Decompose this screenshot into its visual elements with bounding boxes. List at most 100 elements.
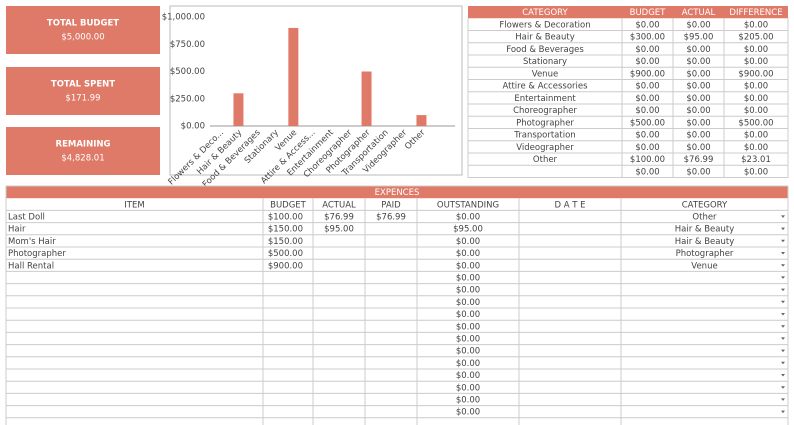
expense-cell: $0.00 <box>456 408 480 418</box>
expenses-title-bar <box>6 186 788 199</box>
summary-value: $171.99 <box>65 94 100 104</box>
category-cell-amount: $23.01 <box>741 155 771 165</box>
expense-cell: Photographer <box>8 249 66 259</box>
dropdown-arrow[interactable] <box>781 361 785 365</box>
expense-cell: Hair & Beauty <box>675 237 735 247</box>
category-cell-amount: $0.00 <box>686 106 710 116</box>
dropdown-arrow[interactable] <box>781 410 785 414</box>
expense-cell: $0.00 <box>456 359 480 369</box>
category-cell-amount: $500.00 <box>630 118 665 128</box>
y-tick-label: $250.00 <box>170 94 205 104</box>
dropdown-arrow[interactable] <box>781 398 785 401</box>
y-tick-label: $1,000.00 <box>162 13 205 23</box>
category-cell-amount: $205.00 <box>738 33 773 43</box>
expense-cell: Hair <box>8 225 26 235</box>
expenses-column-header: OUTSTANDING <box>437 200 499 210</box>
expense-cell: $0.00 <box>456 261 480 271</box>
dropdown-arrow[interactable] <box>781 337 785 340</box>
expenses-column-header: PAID <box>381 200 401 210</box>
category-cell-amount: $0.00 <box>744 45 768 55</box>
expense-cell: $0.00 <box>456 286 480 296</box>
expense-cell: $0.00 <box>456 249 480 259</box>
expense-cell: $95.00 <box>324 225 354 235</box>
summary-label: TOTAL SPENT <box>51 80 115 90</box>
bar <box>416 115 427 126</box>
expense-cell: $0.00 <box>456 274 480 284</box>
category-cell-amount: $0.00 <box>744 94 768 104</box>
category-cell-amount: $0.00 <box>686 57 710 67</box>
category-cell-name: Choreographer <box>513 106 577 116</box>
outer-border <box>5 185 789 425</box>
category-cell-amount: $0.00 <box>635 20 659 30</box>
category-cell-amount: $0.00 <box>686 118 710 128</box>
expense-cell: $76.99 <box>376 213 406 223</box>
category-column-header: BUDGET <box>630 8 667 18</box>
expense-cell: $0.00 <box>456 310 480 320</box>
category-cell-amount: $0.00 <box>744 131 768 141</box>
category-cell-amount: $0.00 <box>635 131 659 141</box>
expense-cell: $76.99 <box>324 213 354 223</box>
category-cell-amount: $300.00 <box>630 33 665 43</box>
category-cell-name: Attire & Accessories <box>502 82 588 92</box>
category-cell-amount: $0.00 <box>744 143 768 153</box>
category-cell-amount: $0.00 <box>744 82 768 92</box>
expenses-column-header: D A T E <box>554 200 585 210</box>
expense-cell: Hall Rental <box>8 261 54 271</box>
category-cell-name: Hair & Beauty <box>515 33 575 43</box>
category-cell-amount: $0.00 <box>635 143 659 153</box>
category-column-header: CATEGORY <box>522 8 568 18</box>
dropdown-arrow[interactable] <box>781 239 785 243</box>
category-cell-amount: $0.00 <box>635 82 659 92</box>
dropdown-arrow[interactable] <box>781 215 785 218</box>
expense-cell: $0.00 <box>456 335 480 345</box>
dropdown-arrow[interactable] <box>781 374 785 377</box>
category-cell-amount: $0.00 <box>744 106 768 116</box>
dropdown-arrow[interactable] <box>781 325 785 328</box>
dropdown-arrow[interactable] <box>781 227 785 231</box>
dropdown-arrow[interactable] <box>781 252 785 255</box>
category-cell-amount: $0.00 <box>744 57 768 67</box>
expense-cell: Mom's Hair <box>8 237 56 247</box>
category-cell-amount: $0.00 <box>686 20 710 30</box>
category-cell-amount: $76.99 <box>684 155 714 165</box>
category-cell-amount: $0.00 <box>744 20 768 30</box>
category-cell-amount: $0.00 <box>635 106 659 116</box>
expense-cell: $0.00 <box>456 347 480 357</box>
y-tick-label: $750.00 <box>170 40 205 50</box>
dropdown-arrow[interactable] <box>781 386 785 389</box>
category-cell-name: Flowers & Decoration <box>499 20 590 30</box>
expense-cell: $0.00 <box>456 298 480 308</box>
expense-cell: Other <box>692 213 717 223</box>
category-cell-amount: $0.00 <box>635 45 659 55</box>
dropdown-arrow[interactable] <box>781 300 785 304</box>
dropdown-arrow[interactable] <box>781 313 785 316</box>
dropdown-arrow[interactable] <box>781 276 785 279</box>
expense-cell: Last Doll <box>8 213 45 223</box>
expense-cell: $0.00 <box>456 237 480 247</box>
y-tick-label: $0.00 <box>181 122 205 132</box>
chart-frame <box>169 5 463 176</box>
dropdown-arrow[interactable] <box>781 349 785 353</box>
expense-cell: $0.00 <box>456 396 480 406</box>
category-cell-amount: $0.00 <box>686 143 710 153</box>
category-cell-name: Photographer <box>516 118 574 128</box>
category-cell-amount: $900.00 <box>738 69 773 79</box>
expense-cell: Photographer <box>676 249 734 259</box>
bar <box>288 27 299 126</box>
expense-cell: $100.00 <box>268 213 303 223</box>
bar <box>233 93 244 126</box>
category-cell-amount: $0.00 <box>686 94 710 104</box>
category-cell-name: Stationary <box>523 57 567 67</box>
dropdown-arrow[interactable] <box>781 288 785 292</box>
category-cell-name: Food & Beverages <box>506 45 584 55</box>
summary-box <box>6 6 160 54</box>
dropdown-arrow[interactable] <box>781 264 785 267</box>
expense-cell: $95.00 <box>453 225 483 235</box>
expense-cell: $150.00 <box>268 225 303 235</box>
category-cell-amount: $500.00 <box>738 118 773 128</box>
category-cell-name: Transportation <box>513 131 575 141</box>
category-cell-amount: $100.00 <box>630 155 665 165</box>
expense-cell: Hair & Beauty <box>675 225 735 235</box>
